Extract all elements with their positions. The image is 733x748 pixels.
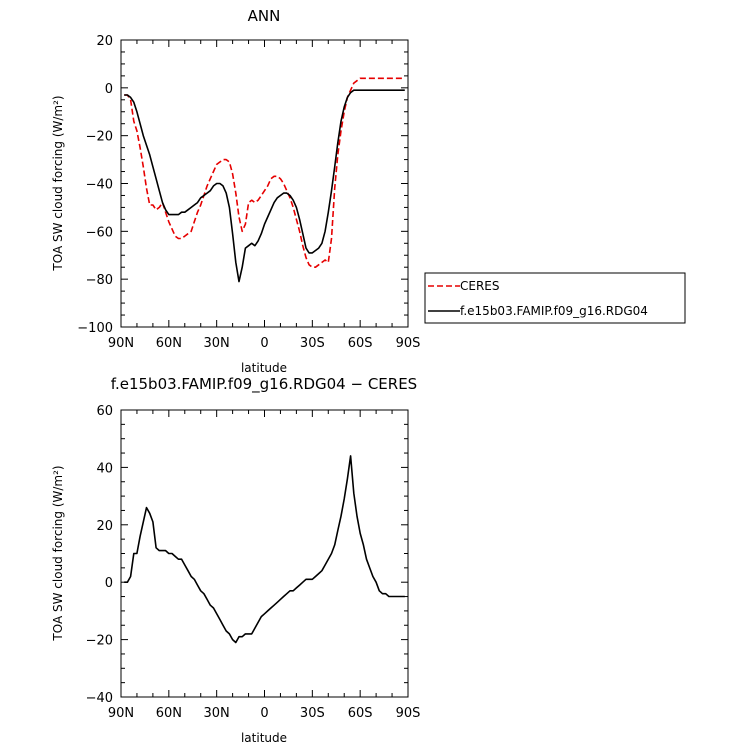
x-tick-label: 90N xyxy=(108,706,134,721)
legend-box xyxy=(424,272,686,324)
chart-top-x-ticks: 90N 60N 30N 0 30S 60S 90S xyxy=(108,40,421,351)
x-tick-label: 90S xyxy=(396,336,421,351)
series-line-f-e15b03-famip-f09-g16-rdg04 xyxy=(124,89,405,283)
x-tick-label: 60N xyxy=(156,336,182,351)
chart-top: ANN 20 0 −20 −40 −60 −80 −100 90N 60N 30N 0 30S 60S… xyxy=(51,7,686,375)
y-tick-label: 0 xyxy=(105,82,113,97)
chart-bottom: f.e15b03.FAMIP.f09_g16.RDG04 − CERES 60 4… xyxy=(51,375,420,745)
y-tick-label: 40 xyxy=(96,461,113,476)
y-tick-label: −100 xyxy=(77,321,113,336)
x-tick-label: 60S xyxy=(348,706,373,721)
chart-top-plot-frame xyxy=(120,39,409,328)
chart-top-title: ANN xyxy=(248,7,281,25)
chart-bottom-series xyxy=(124,455,405,644)
y-tick-label: 0 xyxy=(105,576,113,591)
x-tick-label: 30S xyxy=(300,706,325,721)
x-tick-label: 90S xyxy=(396,706,421,721)
x-tick-label: 30N xyxy=(204,706,230,721)
y-tick-label: −80 xyxy=(86,273,113,288)
chart-top-y-ticks: 20 0 −20 −40 −60 −80 −100 xyxy=(77,34,408,336)
chart-bottom-xlabel: latitude xyxy=(241,731,287,745)
x-tick-label: 60N xyxy=(156,706,182,721)
x-tick-label: 0 xyxy=(260,336,268,351)
chart-bottom-x-ticks: 90N 60N 30N 0 30S 60S 90S xyxy=(108,410,421,721)
series-line-ceres xyxy=(124,77,405,269)
x-tick-label: 30S xyxy=(300,336,325,351)
y-tick-label: 60 xyxy=(96,404,113,419)
y-tick-label: 20 xyxy=(96,519,113,534)
chart-bottom-y-ticks: 60 40 20 0 −20 −40 xyxy=(86,404,408,706)
y-tick-label: 20 xyxy=(96,34,113,49)
y-tick-label: −60 xyxy=(86,225,113,240)
chart-top-legend: CERES f.e15b03.FAMIP.f09_g16.RDG04 xyxy=(424,272,686,324)
chart-top-ylabel: TOA SW cloud forcing (W/m²) xyxy=(51,95,65,271)
x-tick-label: 90N xyxy=(108,336,134,351)
y-tick-label: −40 xyxy=(86,691,113,706)
chart-top-series xyxy=(124,77,405,283)
chart-bottom-ylabel: TOA SW cloud forcing (W/m²) xyxy=(51,465,65,641)
x-tick-label: 60S xyxy=(348,336,373,351)
y-tick-label: −20 xyxy=(86,130,113,145)
x-tick-label: 0 xyxy=(260,706,268,721)
y-tick-label: −20 xyxy=(86,634,113,649)
series-line-difference xyxy=(124,455,405,644)
y-tick-label: −40 xyxy=(86,178,113,193)
chart-bottom-title: f.e15b03.FAMIP.f09_g16.RDG04 − CERES xyxy=(111,375,417,394)
chart-top-xlabel: latitude xyxy=(241,361,287,375)
legend-label-ceres: CERES xyxy=(460,279,500,293)
x-tick-label: 30N xyxy=(204,336,230,351)
legend-label-model: f.e15b03.FAMIP.f09_g16.RDG04 xyxy=(460,304,648,318)
